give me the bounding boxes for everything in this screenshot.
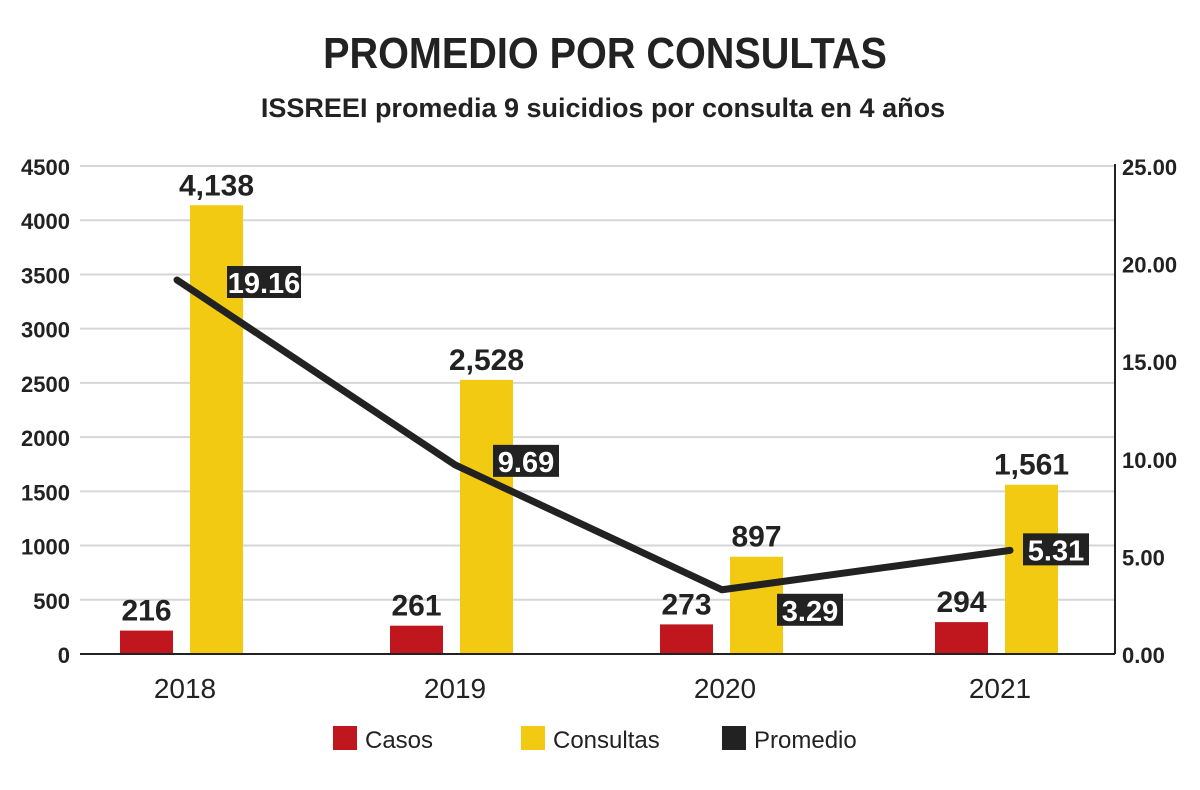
line-promedio (173, 276, 1014, 594)
left-tick-label: 4000 (21, 209, 70, 234)
bar-casos (390, 625, 443, 654)
right-tick-label: 15.00 (1122, 350, 1177, 375)
right-tick-label: 20.00 (1122, 253, 1177, 278)
line-label-box (1023, 533, 1089, 566)
right-tick-label: 5.00 (1122, 545, 1165, 570)
left-tick-label: 2000 (21, 426, 70, 451)
legend-swatch-promedio (722, 726, 746, 750)
left-tick-label: 3000 (21, 318, 70, 343)
right-tick-label: 25.00 (1122, 155, 1177, 180)
chart-title: PROMEDIO POR CONSULTAS (323, 28, 887, 77)
bar-consultas (1005, 484, 1058, 654)
line-data-label: 9.69 (498, 447, 554, 479)
bar-casos (935, 622, 988, 654)
bar-consultas (460, 379, 513, 654)
bar-data-label: 1,561 (994, 449, 1069, 482)
x-tick-label: 2019 (424, 673, 486, 704)
line-label-box (227, 265, 301, 298)
left-tick-label: 4500 (21, 155, 70, 180)
bar-casos (120, 630, 173, 654)
legend-label: Casos (365, 727, 433, 754)
x-tick-label: 2018 (154, 673, 216, 704)
left-tick-label: 0 (58, 643, 70, 668)
line-data-label: 19.16 (228, 268, 301, 300)
bar-casos (660, 624, 713, 654)
bar-data-label: 4,138 (179, 169, 254, 202)
right-tick-label: 0.00 (1122, 643, 1165, 668)
bar-data-label: 216 (121, 595, 171, 628)
legend-swatch-casos (333, 726, 357, 750)
line-label-box (493, 444, 559, 477)
bar-data-label: 2,528 (449, 344, 524, 377)
left-tick-label: 3500 (21, 263, 70, 288)
bar-data-label: 261 (391, 590, 441, 623)
legend-label: Promedio (754, 727, 857, 754)
left-tick-label: 1000 (21, 535, 70, 560)
line-label-box (777, 593, 843, 626)
bar-consultas (730, 556, 783, 654)
x-tick-label: 2021 (969, 673, 1031, 704)
line-data-label: 3.29 (782, 596, 838, 628)
line-data-label: 5.31 (1028, 535, 1084, 567)
left-tick-label: 2500 (21, 372, 70, 397)
chart-subtitle: ISSREEI promedia 9 suicidios por consult… (261, 93, 945, 123)
right-tick-label: 10.00 (1122, 448, 1177, 473)
bar-data-label: 273 (661, 588, 711, 621)
bar-data-label: 294 (936, 586, 986, 619)
legend-swatch-consultas (521, 726, 545, 750)
left-tick-label: 500 (33, 589, 70, 614)
left-tick-label: 1500 (21, 480, 70, 505)
bar-data-label: 897 (731, 521, 781, 554)
x-tick-label: 2020 (694, 673, 756, 704)
legend-label: Consultas (553, 727, 660, 754)
